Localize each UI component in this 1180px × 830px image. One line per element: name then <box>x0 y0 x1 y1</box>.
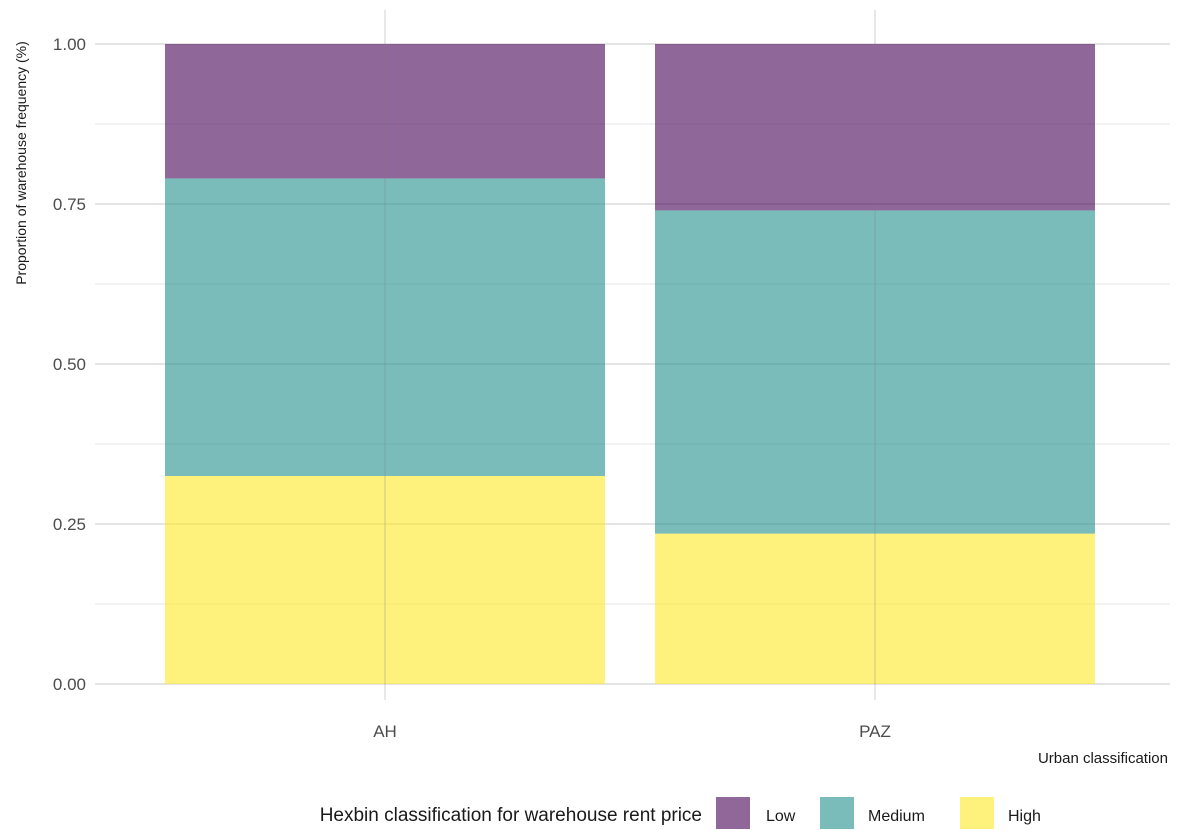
x-tick-label: PAZ <box>859 722 891 741</box>
bar-ah-medium <box>165 178 605 476</box>
legend-label-low: Low <box>766 808 796 825</box>
legend-label-high: High <box>1008 808 1041 825</box>
legend-label-medium: Medium <box>868 808 925 825</box>
vertical-grid-lines <box>384 10 876 700</box>
y-tick-label: 0.50 <box>53 355 86 374</box>
legend-key-low <box>716 797 750 829</box>
legend-key-high <box>960 797 994 829</box>
bar-paz-low <box>655 44 1095 211</box>
legend-items: Low Medium High <box>716 797 1041 829</box>
bars <box>165 44 1095 684</box>
y-tick-label: 1.00 <box>53 35 86 54</box>
y-tick-label: 0.00 <box>53 675 86 694</box>
x-axis-tick-labels: AH PAZ <box>373 722 891 741</box>
legend-key-medium <box>820 797 854 829</box>
x-axis-title: Urban classification <box>1038 750 1168 767</box>
bar-paz-medium <box>655 210 1095 534</box>
y-tick-label: 0.25 <box>53 515 86 534</box>
bar-paz-high <box>655 533 1095 684</box>
y-tick-label: 0.75 <box>53 195 86 214</box>
bar-ah-low <box>165 44 605 179</box>
y-axis-tick-labels: 0.00 0.25 0.50 0.75 1.00 <box>53 35 86 694</box>
y-axis-title: Proportion of warehouse frequency (%) <box>13 41 29 285</box>
legend: Hexbin classification for warehouse rent… <box>320 797 1041 829</box>
bar-ah-high <box>165 476 605 684</box>
legend-title: Hexbin classification for warehouse rent… <box>320 805 702 826</box>
x-tick-label: AH <box>373 722 397 741</box>
